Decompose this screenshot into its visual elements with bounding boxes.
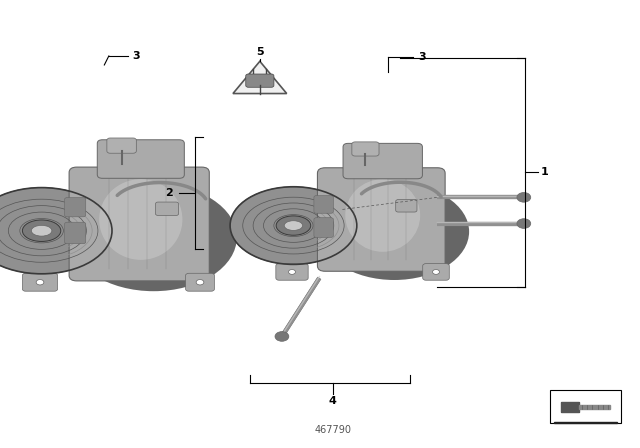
Ellipse shape [70,184,237,291]
Text: 5: 5 [256,47,264,57]
FancyBboxPatch shape [314,218,333,237]
FancyBboxPatch shape [65,198,86,217]
FancyBboxPatch shape [65,222,86,244]
Ellipse shape [31,225,52,236]
Polygon shape [579,405,611,409]
Text: 467790: 467790 [314,425,351,435]
Ellipse shape [99,179,182,260]
Ellipse shape [319,183,469,280]
FancyBboxPatch shape [317,168,445,271]
Ellipse shape [284,221,303,230]
FancyBboxPatch shape [276,263,308,280]
Circle shape [517,193,531,202]
Circle shape [36,280,44,285]
FancyBboxPatch shape [314,195,333,213]
Text: 4: 4 [329,396,337,406]
Circle shape [517,219,531,228]
FancyBboxPatch shape [246,74,274,87]
FancyBboxPatch shape [22,273,58,291]
Text: 3: 3 [418,52,426,62]
Polygon shape [233,61,287,94]
FancyBboxPatch shape [97,140,184,178]
FancyBboxPatch shape [69,167,209,281]
Text: 1: 1 [541,168,548,177]
Text: 2: 2 [165,188,173,198]
Ellipse shape [346,179,420,252]
FancyBboxPatch shape [186,273,214,291]
Text: 3: 3 [132,51,140,61]
Ellipse shape [0,188,112,274]
Circle shape [196,280,204,285]
Polygon shape [561,401,579,412]
FancyBboxPatch shape [107,138,136,153]
FancyBboxPatch shape [343,143,422,179]
Circle shape [289,270,296,274]
Circle shape [275,332,289,341]
FancyBboxPatch shape [156,202,179,215]
Ellipse shape [230,187,357,264]
FancyBboxPatch shape [352,142,379,156]
FancyBboxPatch shape [422,263,449,280]
Ellipse shape [22,220,61,241]
Polygon shape [554,422,617,423]
FancyBboxPatch shape [396,200,417,212]
Bar [550,390,621,423]
Ellipse shape [276,216,311,235]
Circle shape [433,270,440,274]
